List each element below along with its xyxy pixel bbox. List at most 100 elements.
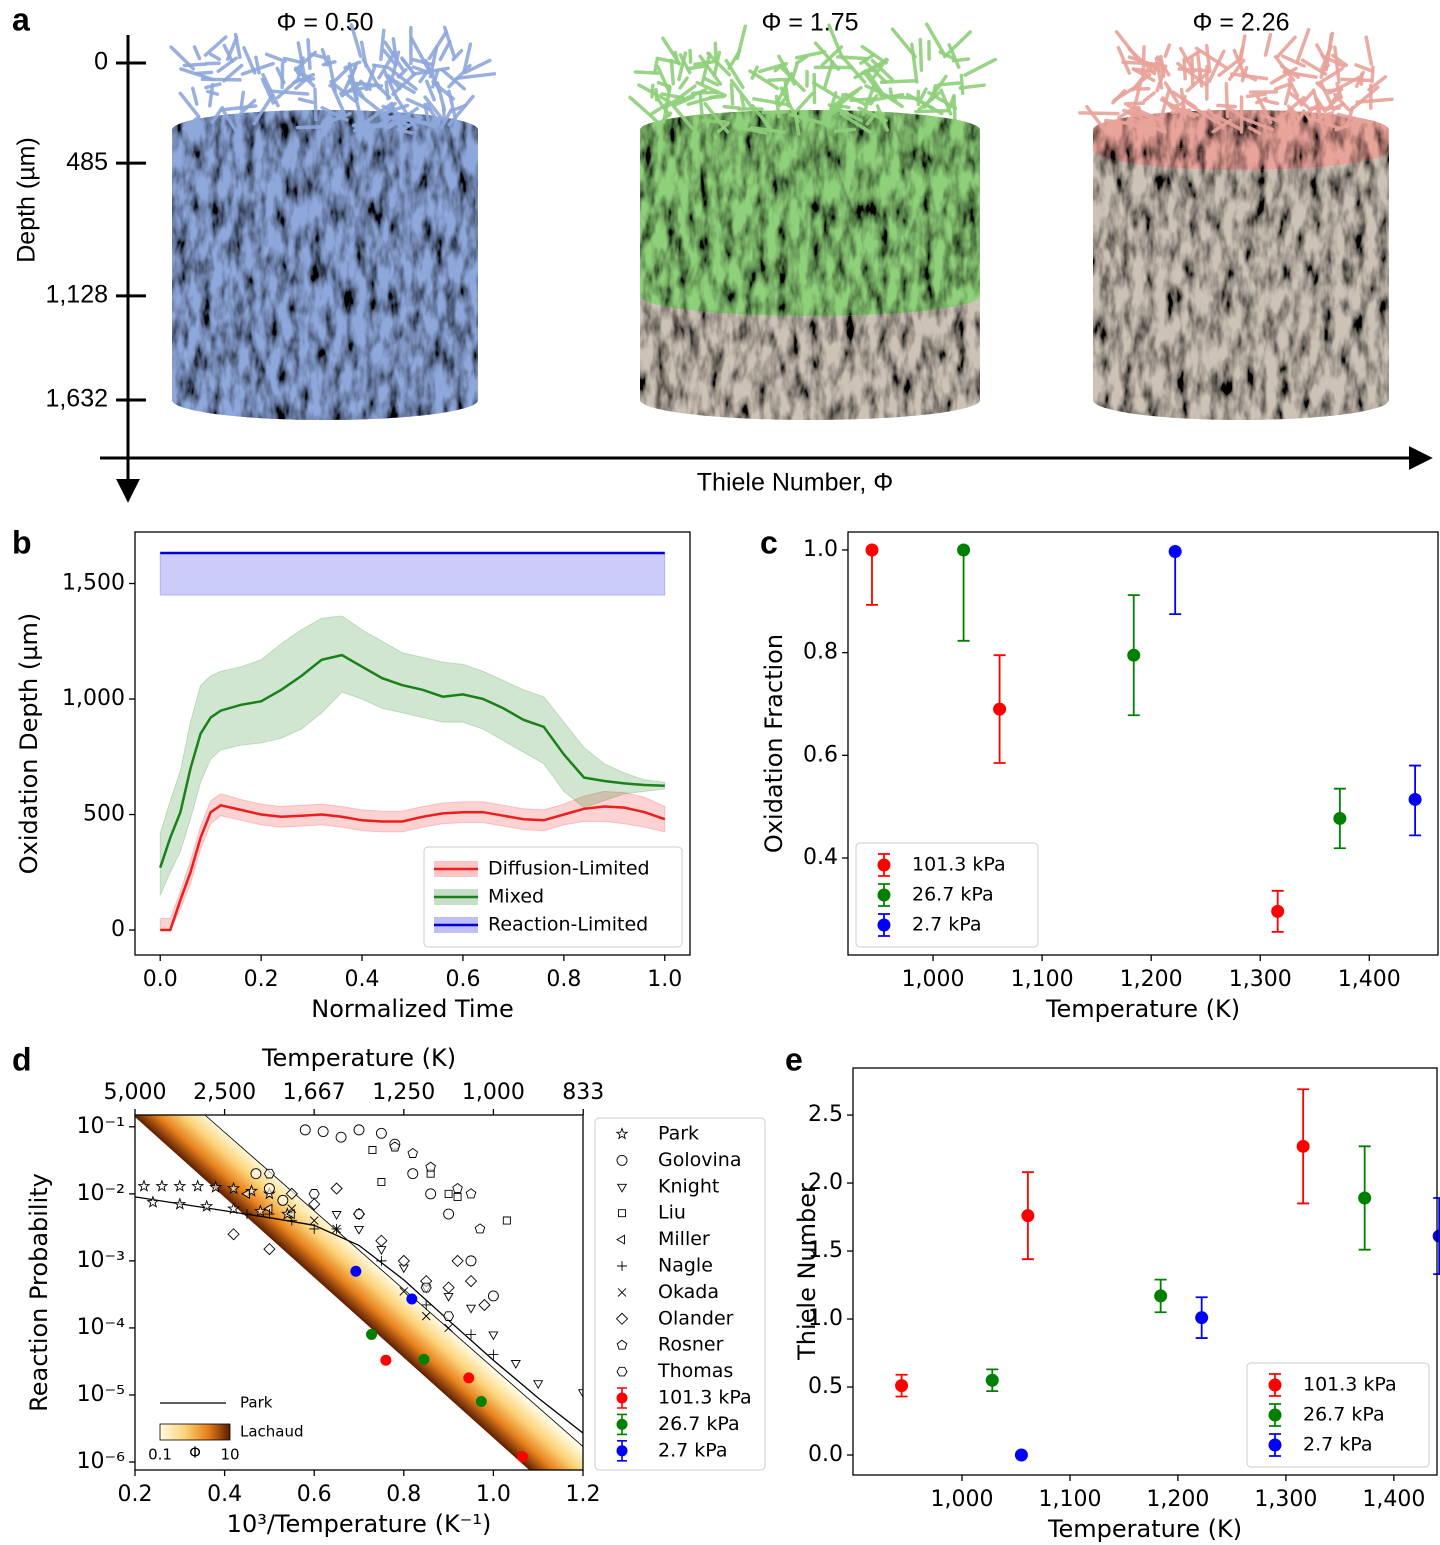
sample-body: [1093, 110, 1389, 420]
fiber: [778, 94, 789, 108]
fiber: [439, 108, 454, 130]
point: [330, 1182, 343, 1195]
x-tick-label: 0.0: [143, 967, 178, 992]
point: [1333, 811, 1347, 825]
fiber: [1211, 118, 1232, 134]
y-tick-label: 2.5: [808, 1102, 843, 1127]
legend-marker: [616, 1183, 628, 1193]
y-tick-label: 0.4: [803, 845, 838, 870]
fiber: [791, 92, 814, 117]
point: [474, 1223, 486, 1234]
x-tick-label: 1,200: [1120, 967, 1183, 992]
x-axis-label: Temperature (K): [1047, 1515, 1242, 1543]
fiber: [775, 72, 794, 106]
x-tick-label: 0.2: [244, 967, 279, 992]
fiber: [1312, 117, 1341, 130]
legend-marker: [616, 1339, 628, 1350]
point: [452, 1182, 463, 1194]
point: [1195, 1311, 1209, 1325]
fiber: [839, 111, 873, 135]
fiber: [767, 77, 792, 82]
point: [380, 1354, 392, 1366]
fiber: [1176, 61, 1209, 87]
fiber: [660, 92, 685, 100]
y-tick-label: 10⁻¹: [77, 1114, 125, 1139]
point: [331, 1211, 342, 1220]
point: [227, 1228, 240, 1241]
inset-legend-label: Park: [240, 1394, 273, 1412]
point: [1358, 1191, 1372, 1205]
point: [420, 1282, 432, 1293]
fiber: [383, 40, 405, 72]
fiber: [703, 76, 720, 87]
point: [308, 1198, 321, 1211]
point: [241, 1188, 250, 1199]
point: [1432, 1229, 1440, 1243]
legend-box: [1246, 1362, 1430, 1468]
fiber: [1159, 87, 1172, 121]
fiber: [380, 101, 397, 119]
x-tick-label: 1.0: [647, 967, 682, 992]
plot-frame: [847, 531, 1439, 956]
point: [285, 1187, 298, 1200]
sample-title: Φ = 2.26: [1192, 9, 1289, 37]
y-tick-label: 1,632: [45, 385, 108, 413]
fiber: [717, 121, 730, 134]
point: [375, 1234, 388, 1247]
point: [299, 1124, 311, 1136]
fiber: [812, 81, 841, 100]
legend-label: Rosner: [658, 1334, 724, 1356]
fiber: [678, 76, 689, 90]
fiber: [1367, 75, 1388, 92]
legend-marker: [616, 1445, 628, 1457]
sample-top: [640, 110, 980, 150]
fiber: [1228, 58, 1246, 81]
legend-marker: [1268, 1408, 1282, 1422]
fiber: [216, 56, 239, 73]
fiber: [1354, 119, 1373, 125]
fiber: [706, 51, 732, 77]
fiber: [910, 42, 919, 84]
fiber: [1263, 98, 1280, 106]
fiber: [1247, 125, 1262, 136]
point: [287, 1204, 297, 1214]
fiber: [1114, 30, 1142, 63]
legend-marker: [617, 1288, 627, 1297]
band: [159, 552, 666, 596]
y-tick-label: 1,500: [62, 571, 125, 596]
y-tick-label: 0: [111, 917, 125, 942]
legend-label: 101.3 kPa: [658, 1387, 752, 1409]
fiber: [1161, 96, 1175, 111]
point: [421, 1299, 432, 1310]
x2-tick-label: 5,000: [104, 1080, 167, 1105]
fiber: [729, 82, 735, 106]
fiber: [750, 103, 772, 130]
point: [263, 1168, 275, 1179]
y-axis-label: Oxidation Fraction: [760, 634, 788, 853]
point: [263, 1203, 273, 1214]
point: [191, 1179, 205, 1192]
point: [263, 1242, 276, 1256]
fiber: [329, 80, 358, 103]
fiber: [1238, 46, 1244, 62]
point: [253, 1204, 267, 1217]
point: [277, 1194, 289, 1206]
y-tick-label: 1,000: [62, 686, 125, 711]
fiber: [1185, 101, 1217, 123]
legend-label: Reaction-Limited: [488, 914, 648, 936]
fiber: [1142, 91, 1156, 103]
x-tick-label: 1,400: [1362, 1487, 1425, 1512]
legend-marker: [616, 1366, 628, 1377]
fiber: [795, 55, 808, 65]
point: [985, 1373, 999, 1387]
point: [510, 1360, 521, 1369]
point: [1408, 792, 1422, 806]
point: [1296, 1139, 1310, 1153]
point: [466, 1329, 476, 1340]
fiber: [1245, 92, 1268, 99]
fiber: [210, 106, 225, 124]
fiber: [1370, 65, 1375, 84]
y-axis-label: Thiele Number: [793, 1183, 821, 1361]
y-tick-label: 1.5: [808, 1238, 843, 1263]
x2-tick-label: 1,250: [372, 1080, 435, 1105]
